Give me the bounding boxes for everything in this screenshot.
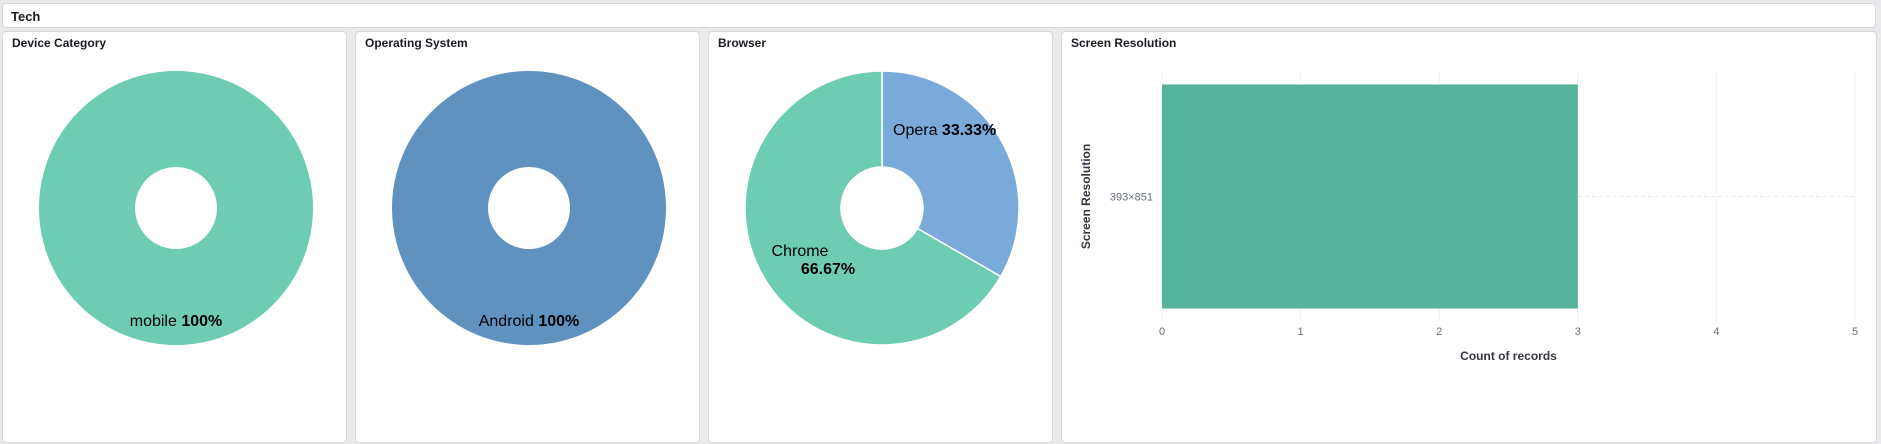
y-axis-title: Screen Resolution [1079,144,1093,249]
operating-system-title: Operating System [365,36,468,50]
device-category-chart: mobile 100% [39,71,313,345]
operating-system-chart: Android 100% [392,71,666,345]
slice-label-chrome: Chrome [772,243,829,260]
operating-system-panel: Operating System Android 100% [355,31,700,443]
screen-resolution-chart: 393×851 0 1 2 3 4 5 Count of records Screen Reso… [1079,72,1858,363]
y-tick-label: 393×851 [1110,192,1153,204]
screen-resolution-panel: Screen Resolution 393×851 0 1 2 3 4 5 Count of … [1061,31,1877,443]
donut-hole [841,167,923,249]
donut-hole [135,167,217,249]
x-tick-label-5: 5 [1852,326,1858,338]
device-category-panel: Device Category mobile 100% [2,31,347,443]
section-title: Tech [11,9,41,24]
x-tick-label-1: 1 [1298,326,1304,338]
x-tick-label-4: 4 [1713,326,1719,338]
slice-label-mobile: mobile 100% [130,313,223,330]
slice-label-opera: Opera 33.33% [893,122,996,139]
x-tick-label-3: 3 [1575,326,1581,338]
x-axis-title: Count of records [1460,349,1557,363]
slice-label-android: Android 100% [479,313,580,330]
slice-percent-chrome: 66.67% [801,261,855,278]
x-tick-label-0: 0 [1159,326,1165,338]
bar-393-851 [1162,84,1578,309]
x-tick-label-2: 2 [1436,326,1442,338]
browser-title: Browser [718,36,767,50]
section-header: Tech [2,3,1876,28]
donut-hole [488,167,570,249]
device-category-title: Device Category [12,36,107,50]
screen-resolution-title: Screen Resolution [1071,36,1177,50]
browser-panel: Browser Opera 33.33% Chrome 66.67% [708,31,1053,443]
